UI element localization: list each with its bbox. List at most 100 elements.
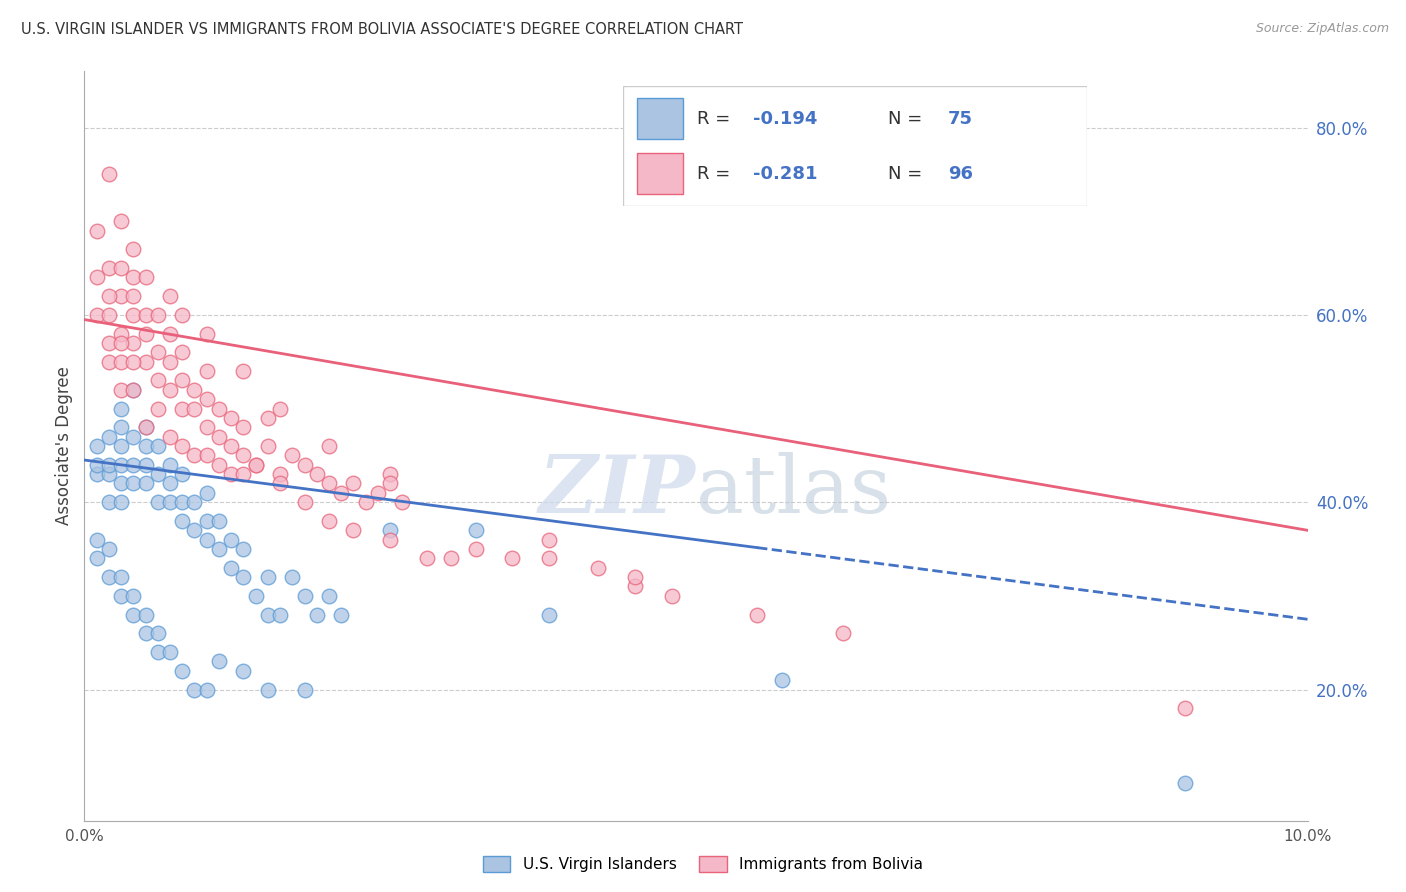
Point <box>538 533 561 547</box>
Point <box>195 420 218 434</box>
Point <box>269 401 291 416</box>
Point <box>122 270 145 285</box>
Point <box>122 383 145 397</box>
Point <box>122 243 145 257</box>
Point <box>86 270 108 285</box>
Point <box>281 449 304 463</box>
Point <box>86 458 108 472</box>
Point <box>146 626 169 640</box>
Point <box>269 607 291 622</box>
Point <box>245 589 267 603</box>
Text: U.S. VIRGIN ISLANDER VS IMMIGRANTS FROM BOLIVIA ASSOCIATE'S DEGREE CORRELATION C: U.S. VIRGIN ISLANDER VS IMMIGRANTS FROM … <box>21 22 744 37</box>
Point <box>122 430 145 444</box>
Point <box>1174 701 1197 715</box>
Point <box>183 383 205 397</box>
Point <box>232 467 254 482</box>
Point <box>183 495 205 509</box>
Point <box>257 607 280 622</box>
Point <box>831 626 853 640</box>
Text: atlas: atlas <box>696 452 891 530</box>
Point <box>110 383 132 397</box>
Point <box>354 495 377 509</box>
Point <box>110 420 132 434</box>
Point <box>232 420 254 434</box>
Point <box>122 289 145 303</box>
Point <box>122 589 145 603</box>
Legend: U.S. Virgin Islanders, Immigrants from Bolivia: U.S. Virgin Islanders, Immigrants from B… <box>475 848 931 880</box>
Point <box>110 458 132 472</box>
Point <box>159 430 181 444</box>
Point <box>219 439 242 453</box>
Point <box>159 476 181 491</box>
Point <box>110 326 132 341</box>
Point <box>195 364 218 378</box>
Point <box>183 449 205 463</box>
Point <box>195 326 218 341</box>
Point <box>294 495 316 509</box>
Point <box>110 355 132 369</box>
Point <box>122 383 145 397</box>
Point <box>97 430 120 444</box>
Point <box>146 439 169 453</box>
Point <box>294 589 316 603</box>
Point <box>97 261 120 276</box>
Point <box>86 551 108 566</box>
Point <box>97 467 120 482</box>
Point <box>159 355 181 369</box>
Point <box>110 214 132 228</box>
Point <box>146 467 169 482</box>
Point <box>269 476 291 491</box>
Point <box>281 570 304 584</box>
Point <box>110 495 132 509</box>
Point <box>97 570 120 584</box>
Point <box>86 439 108 453</box>
Point <box>122 476 145 491</box>
Point <box>257 570 280 584</box>
Point <box>122 607 145 622</box>
Point <box>219 561 242 575</box>
Point <box>159 495 181 509</box>
Point <box>135 420 157 434</box>
Point <box>294 458 316 472</box>
Point <box>172 514 194 528</box>
Point <box>86 467 108 482</box>
Point <box>146 495 169 509</box>
Point <box>208 542 231 557</box>
Point <box>183 682 205 697</box>
Point <box>159 289 181 303</box>
Point <box>183 523 205 537</box>
Point <box>172 401 194 416</box>
Text: Source: ZipAtlas.com: Source: ZipAtlas.com <box>1256 22 1389 36</box>
Point <box>538 551 561 566</box>
Point <box>110 261 132 276</box>
Point <box>135 607 157 622</box>
Point <box>305 607 328 622</box>
Point <box>97 495 120 509</box>
Point <box>257 439 280 453</box>
Point <box>97 458 120 472</box>
Point <box>97 336 120 351</box>
Point <box>110 289 132 303</box>
Point <box>624 570 647 584</box>
Point <box>294 682 316 697</box>
Point <box>195 682 218 697</box>
Point <box>380 533 402 547</box>
Point <box>146 401 169 416</box>
Point <box>172 308 194 322</box>
Point <box>110 439 132 453</box>
Point <box>146 345 169 359</box>
Point <box>195 449 218 463</box>
Point <box>135 476 157 491</box>
Text: ZIP: ZIP <box>538 452 696 530</box>
Point <box>464 523 486 537</box>
Point <box>135 270 157 285</box>
Point <box>86 533 108 547</box>
Point <box>342 523 364 537</box>
Point <box>367 486 389 500</box>
Point <box>159 458 181 472</box>
Point <box>1174 776 1197 790</box>
Point <box>380 467 402 482</box>
Point <box>219 410 242 425</box>
Point <box>146 645 169 659</box>
Point <box>245 458 267 472</box>
